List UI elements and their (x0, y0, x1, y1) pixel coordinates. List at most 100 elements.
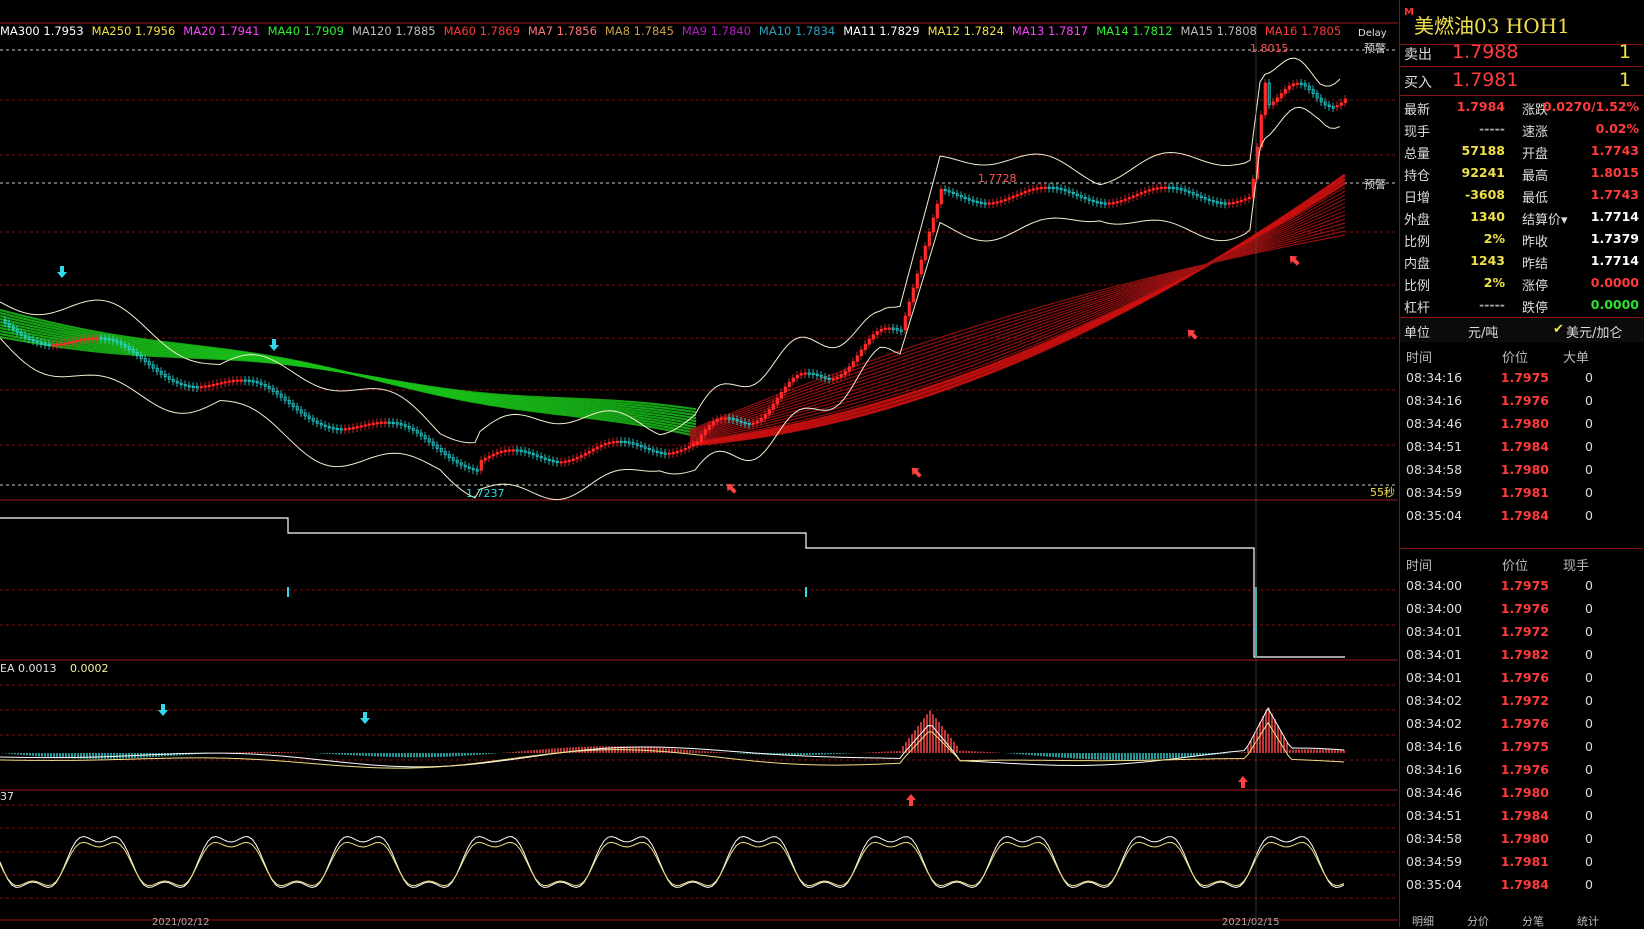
candle-body (1271, 101, 1275, 106)
tick-row[interactable]: 08:34:58 1.7980 0 (1400, 827, 1644, 851)
tick-row[interactable]: 08:34:46 1.7980 0 (1400, 412, 1644, 436)
tab-1[interactable]: 分价 (1467, 915, 1489, 928)
candle-body (171, 378, 175, 382)
tick-row[interactable]: 08:34:01 1.7982 0 (1400, 643, 1644, 667)
tick-row[interactable]: 08:34:51 1.7984 0 (1400, 804, 1644, 828)
ma-fan-red (689, 218, 1346, 435)
bid-row[interactable]: 买入 1.7981 1 (1400, 66, 1644, 94)
candle-body (507, 449, 511, 452)
tick-row[interactable]: 08:34:16 1.7975 0 (1400, 366, 1644, 390)
ask-row[interactable]: 卖出 1.7988 1 (1400, 38, 1644, 66)
tick-row[interactable]: 08:34:59 1.7981 0 (1400, 850, 1644, 874)
tick-row[interactable]: 08:34:01 1.7976 0 (1400, 666, 1644, 690)
candle-body (383, 421, 387, 424)
candle-body (235, 379, 239, 382)
candle-body (835, 376, 839, 379)
candle-body (747, 423, 751, 426)
instrument-title[interactable]: 美燃油03 HOH1 (1414, 14, 1570, 38)
tick-row[interactable]: 08:34:58 1.7980 0 (1400, 458, 1644, 482)
tick-row[interactable]: 08:34:16 1.7975 0 (1400, 735, 1644, 759)
stat-row: 杠杆 ----- 跌停 0.0000 (1400, 294, 1644, 316)
candle-body (451, 457, 455, 461)
ma-fan-red (689, 194, 1346, 441)
check-icon[interactable]: ✔ (1553, 322, 1564, 337)
candle-body (791, 377, 795, 383)
candle-body (1043, 186, 1047, 189)
candle-body (175, 381, 179, 384)
tick-row[interactable]: 08:34:59 1.7981 0 (1400, 481, 1644, 505)
stat-l1: 比例 (1404, 235, 1431, 250)
candle-body (995, 201, 999, 204)
red-arrow-icon (1238, 776, 1248, 788)
candle-body (1227, 202, 1231, 205)
tick-row[interactable]: 08:34:02 1.7976 0 (1400, 712, 1644, 736)
stat-l2: 昨收 (1522, 235, 1549, 250)
tab-3[interactable]: 统计 (1577, 915, 1599, 928)
candle-body (163, 373, 167, 378)
kdj-label: 37 (0, 790, 14, 803)
candle-body (1031, 188, 1035, 191)
candle-body (147, 361, 151, 366)
unit-value[interactable]: 元/吨 (1468, 326, 1499, 341)
candle-body (771, 403, 775, 410)
tick-row[interactable]: 08:34:16 1.7976 0 (1400, 389, 1644, 413)
ma-fan-red (689, 230, 1346, 432)
tick-row[interactable]: 08:34:02 1.7972 0 (1400, 689, 1644, 713)
ma-legend-item: MA20 1.7941 (183, 24, 260, 38)
tab-2[interactable]: 分笔 (1522, 915, 1544, 928)
candle-body (1291, 83, 1295, 87)
ask-volume: 1 (1618, 41, 1631, 63)
candle-body (79, 339, 83, 342)
candle-body (327, 426, 331, 429)
candle-body (1003, 198, 1007, 202)
candle-body (503, 449, 507, 453)
candle-body (75, 339, 79, 343)
ma-fan-red (689, 190, 1346, 442)
candle-body (759, 418, 763, 422)
ma-legend-item: MA250 1.7956 (91, 24, 176, 38)
candle-body (567, 459, 571, 463)
candle-body (311, 418, 315, 422)
candle-body (215, 383, 219, 386)
tick-p: 1.7984 (1500, 877, 1549, 892)
tick-row[interactable]: 08:34:01 1.7972 0 (1400, 620, 1644, 644)
tick-row[interactable]: 08:34:00 1.7975 0 (1400, 574, 1644, 598)
unit-alt[interactable]: 美元/加仑 (1566, 326, 1623, 341)
candle-body (555, 460, 559, 463)
tab-0[interactable]: 明细 (1412, 915, 1434, 928)
panel-tabs[interactable]: 明细 分价 分笔 统计 (1400, 913, 1644, 928)
date-label: 2021/02/15 (1222, 917, 1280, 927)
tick-v: 0 (1585, 831, 1593, 846)
tick-t: 08:34:58 (1406, 831, 1463, 846)
candle-body (1027, 189, 1031, 192)
tick-row[interactable]: 08:34:16 1.7976 0 (1400, 758, 1644, 782)
candle-body (1235, 201, 1239, 204)
candle-body (1343, 98, 1347, 104)
tick-row[interactable]: 08:34:46 1.7980 0 (1400, 781, 1644, 805)
candle-body (111, 339, 115, 342)
candle-body (1151, 188, 1155, 191)
stat-row: 比例 2% 昨收 1.7379 (1400, 228, 1644, 250)
candle-body (1015, 194, 1019, 197)
tick-row[interactable]: 08:35:04 1.7984 0 (1400, 873, 1644, 897)
stat-l2: 最高 (1522, 169, 1549, 184)
candle-body (887, 327, 891, 330)
table2-header: 时间 价位 现手 (1400, 552, 1644, 574)
instrument-title-bar: M 美燃油03 HOH1 (1400, 0, 1644, 45)
tick-row[interactable]: 08:34:00 1.7976 0 (1400, 597, 1644, 621)
candle-body (1247, 196, 1251, 200)
tick-row[interactable]: 08:34:51 1.7984 0 (1400, 435, 1644, 459)
tick-p: 1.7972 (1500, 693, 1549, 708)
red-arrow-icon (906, 794, 916, 806)
candle-body (379, 421, 383, 424)
candle-body (1023, 190, 1027, 194)
tick-row[interactable]: 08:35:04 1.7984 0 (1400, 504, 1644, 528)
tick-v: 0 (1585, 578, 1593, 593)
candle-body (1107, 202, 1111, 205)
alert-label-mid: 预警 (1364, 177, 1386, 191)
tick-p: 1.7981 (1500, 485, 1549, 500)
chart-area[interactable]: 1.8015 1.7728 1.7237 预警 预警 55秒 EA 0.0013 0.0002… (0, 0, 1398, 927)
candle-body (191, 385, 195, 389)
stat-v1: 57188 (1461, 143, 1506, 158)
